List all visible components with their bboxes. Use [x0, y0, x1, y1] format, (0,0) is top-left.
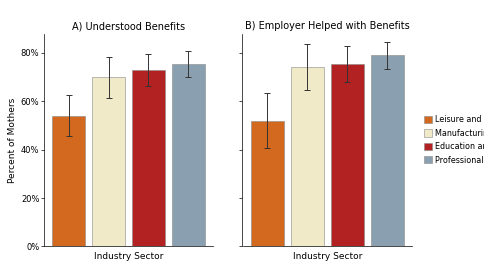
Bar	[370, 55, 403, 246]
Bar	[132, 70, 165, 246]
X-axis label: Industry Sector: Industry Sector	[292, 252, 362, 261]
Bar	[330, 64, 363, 246]
Bar	[52, 116, 85, 246]
Title: B) Employer Helped with Benefits: B) Employer Helped with Benefits	[244, 22, 409, 31]
Legend: Leisure and Hospitality, Manufacturing, Trade, and Retail, Education and Health : Leisure and Hospitality, Manufacturing, …	[421, 114, 484, 166]
Bar	[171, 64, 205, 246]
Title: A) Understood Benefits: A) Understood Benefits	[72, 22, 185, 31]
Y-axis label: Percent of Mothers: Percent of Mothers	[8, 97, 16, 183]
Bar	[290, 67, 323, 246]
Bar	[250, 121, 284, 246]
X-axis label: Industry Sector: Industry Sector	[93, 252, 163, 261]
Bar	[92, 77, 125, 246]
